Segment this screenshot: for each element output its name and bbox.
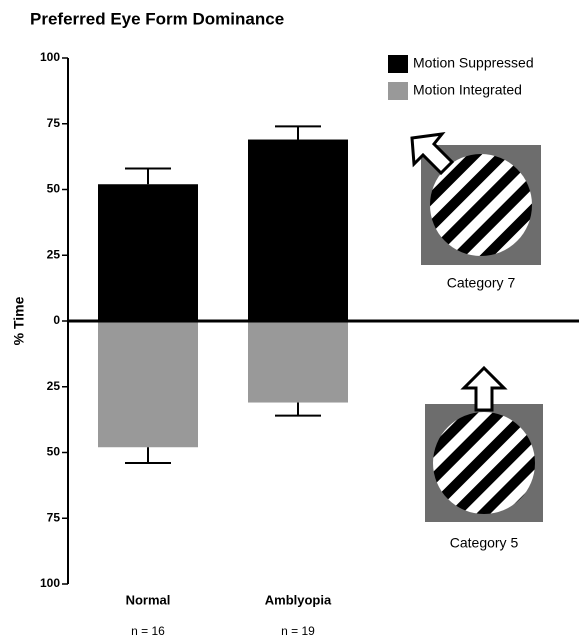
stimulus-icon [425, 365, 543, 522]
sample-size: n = 16 [131, 624, 165, 638]
x-tick-label: Normal [126, 592, 171, 607]
bar [98, 184, 198, 321]
y-tick-label: 25 [47, 247, 61, 261]
y-tick-label: 100 [40, 576, 60, 590]
x-tick-label: Amblyopia [265, 592, 332, 607]
bar [248, 139, 348, 321]
y-tick-label: 0 [53, 313, 60, 327]
sample-size: n = 19 [281, 624, 315, 638]
annotation: Category 7 [447, 275, 516, 291]
y-tick-label: 25 [47, 379, 61, 393]
bar [98, 321, 198, 448]
stimulus-icon [410, 132, 541, 265]
y-tick-label: 100 [40, 50, 60, 64]
chart-title: Preferred Eye Form Dominance [30, 9, 284, 28]
legend-label: Motion Integrated [413, 82, 522, 98]
legend-label: Motion Suppressed [413, 55, 534, 71]
legend-swatch [388, 82, 408, 100]
legend-swatch [388, 55, 408, 73]
y-axis-label: % Time [11, 296, 27, 345]
y-tick-label: 75 [47, 510, 61, 524]
y-tick-label: 50 [47, 445, 61, 459]
bar [248, 321, 348, 403]
y-tick-label: 75 [47, 116, 61, 130]
annotation: Category 5 [450, 535, 519, 551]
y-tick-label: 50 [47, 182, 61, 196]
